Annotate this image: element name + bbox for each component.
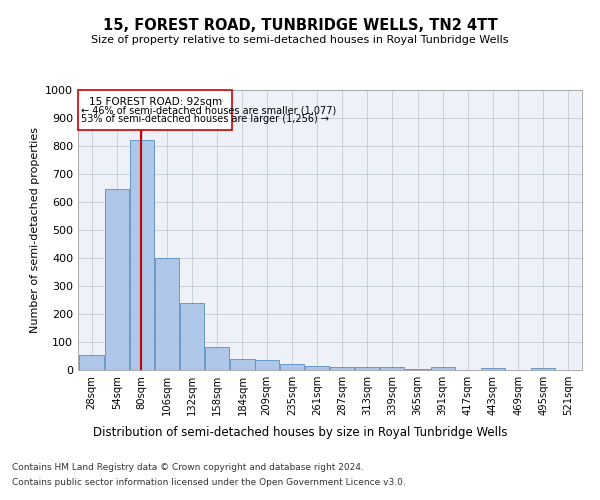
Y-axis label: Number of semi-detached properties: Number of semi-detached properties	[29, 127, 40, 333]
Bar	[155, 258, 179, 370]
Bar	[254, 360, 279, 370]
Text: Distribution of semi-detached houses by size in Royal Tunbridge Wells: Distribution of semi-detached houses by …	[93, 426, 507, 439]
Bar	[130, 140, 154, 370]
Bar	[205, 347, 229, 370]
Bar	[330, 367, 354, 370]
Bar	[280, 364, 304, 370]
Bar	[380, 368, 404, 370]
FancyBboxPatch shape	[79, 90, 232, 130]
Bar	[431, 367, 455, 370]
Bar	[180, 304, 204, 370]
Text: 15, FOREST ROAD, TUNBRIDGE WELLS, TN2 4TT: 15, FOREST ROAD, TUNBRIDGE WELLS, TN2 4T…	[103, 18, 497, 32]
Text: Size of property relative to semi-detached houses in Royal Tunbridge Wells: Size of property relative to semi-detach…	[91, 35, 509, 45]
Bar	[481, 368, 505, 370]
Bar	[79, 354, 104, 370]
Text: 15 FOREST ROAD: 92sqm: 15 FOREST ROAD: 92sqm	[89, 97, 222, 107]
Bar	[531, 368, 556, 370]
Text: ← 46% of semi-detached houses are smaller (1,077): ← 46% of semi-detached houses are smalle…	[82, 106, 337, 116]
Text: 53% of semi-detached houses are larger (1,256) →: 53% of semi-detached houses are larger (…	[82, 114, 329, 124]
Bar	[355, 366, 379, 370]
Bar	[230, 359, 254, 370]
Bar	[406, 368, 430, 370]
Bar	[305, 366, 329, 370]
Bar	[104, 190, 129, 370]
Text: Contains HM Land Registry data © Crown copyright and database right 2024.: Contains HM Land Registry data © Crown c…	[12, 463, 364, 472]
Text: Contains public sector information licensed under the Open Government Licence v3: Contains public sector information licen…	[12, 478, 406, 487]
